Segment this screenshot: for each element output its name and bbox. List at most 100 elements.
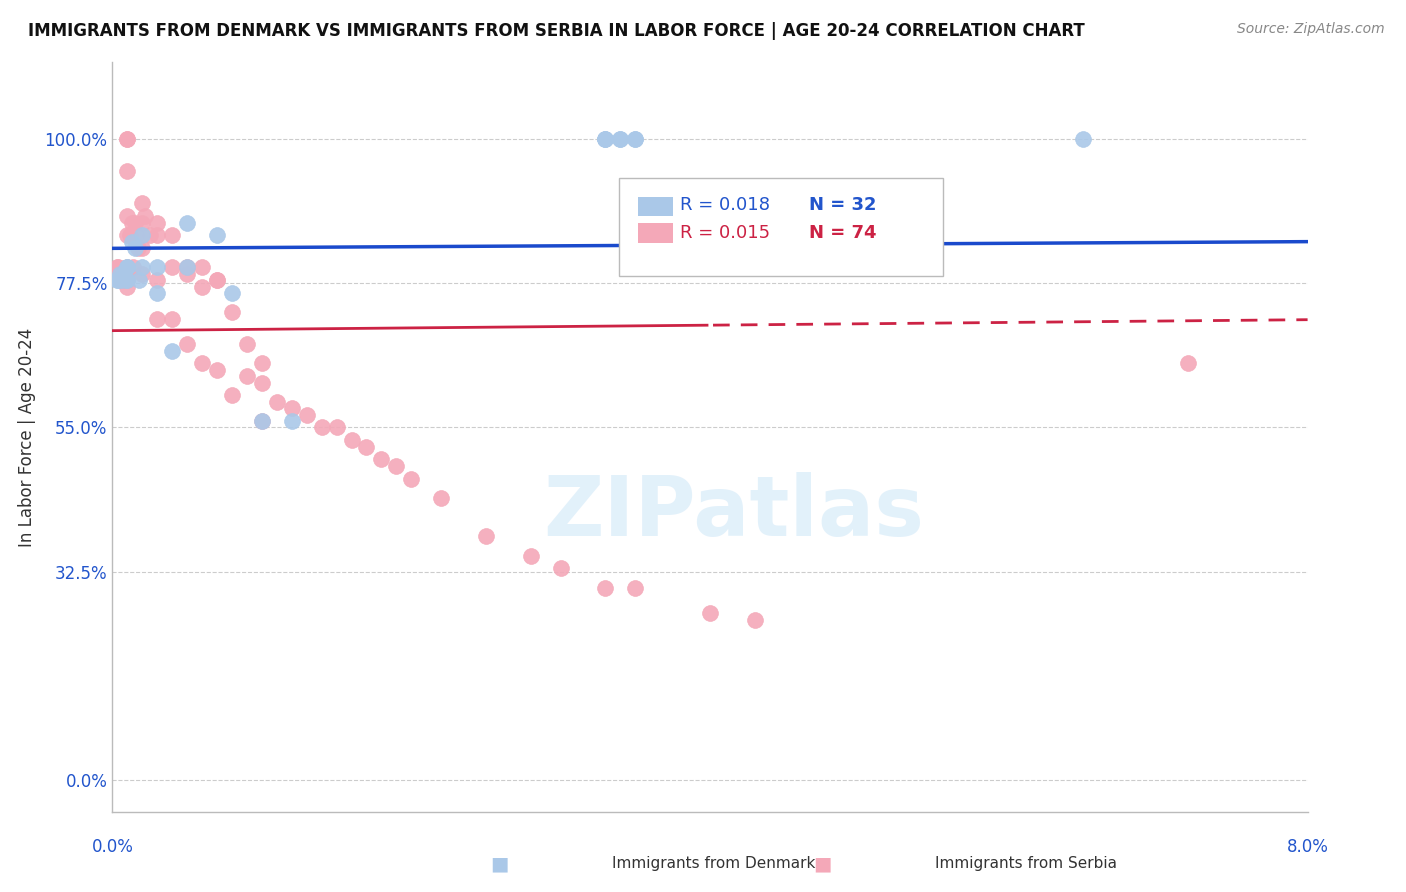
Point bbox=[162, 228, 183, 243]
Y-axis label: In Labor Force | Age 20-24: In Labor Force | Age 20-24 bbox=[18, 327, 37, 547]
Point bbox=[205, 273, 228, 287]
Point bbox=[595, 132, 617, 146]
Point bbox=[162, 260, 183, 275]
Point bbox=[120, 228, 142, 243]
Text: ■: ■ bbox=[813, 854, 832, 873]
Point bbox=[111, 273, 134, 287]
Point bbox=[281, 401, 304, 416]
Point bbox=[295, 408, 318, 422]
Point bbox=[250, 376, 273, 390]
Point bbox=[624, 132, 647, 146]
Point bbox=[115, 273, 138, 287]
Point bbox=[115, 273, 138, 287]
Point bbox=[105, 267, 128, 281]
Point bbox=[146, 311, 169, 326]
Point bbox=[205, 228, 228, 243]
Point bbox=[110, 273, 132, 287]
Point bbox=[127, 241, 149, 255]
Point bbox=[122, 260, 145, 275]
Point bbox=[105, 273, 128, 287]
Point bbox=[117, 260, 139, 275]
Point bbox=[117, 164, 139, 178]
Point bbox=[117, 132, 139, 146]
Point bbox=[107, 260, 129, 275]
Point bbox=[281, 414, 304, 428]
Point bbox=[311, 420, 333, 434]
Text: N = 74: N = 74 bbox=[810, 224, 877, 242]
Point bbox=[744, 613, 766, 627]
Point bbox=[117, 260, 139, 275]
Point bbox=[176, 215, 198, 229]
Point bbox=[111, 273, 134, 287]
Text: IMMIGRANTS FROM DENMARK VS IMMIGRANTS FROM SERBIA IN LABOR FORCE | AGE 20-24 COR: IMMIGRANTS FROM DENMARK VS IMMIGRANTS FR… bbox=[28, 22, 1085, 40]
Point bbox=[191, 260, 214, 275]
Point bbox=[176, 260, 198, 275]
Point bbox=[105, 260, 128, 275]
Point bbox=[108, 267, 131, 281]
Point bbox=[176, 267, 198, 281]
Point bbox=[111, 267, 134, 281]
Point bbox=[356, 440, 378, 454]
Point bbox=[131, 215, 153, 229]
Point bbox=[205, 273, 228, 287]
Point bbox=[104, 267, 127, 281]
Text: ZIPatlas: ZIPatlas bbox=[544, 472, 924, 552]
Text: ■: ■ bbox=[489, 854, 509, 873]
Text: Source: ZipAtlas.com: Source: ZipAtlas.com bbox=[1237, 22, 1385, 37]
Point bbox=[121, 235, 143, 249]
Point bbox=[205, 363, 228, 377]
Point bbox=[125, 228, 148, 243]
Point bbox=[191, 356, 214, 370]
Point bbox=[236, 337, 259, 351]
Point bbox=[191, 279, 214, 293]
Point bbox=[250, 356, 273, 370]
Point bbox=[117, 228, 139, 243]
Point bbox=[609, 132, 631, 146]
Text: R = 0.018: R = 0.018 bbox=[681, 195, 770, 213]
Point bbox=[117, 209, 139, 223]
Point bbox=[176, 337, 198, 351]
Point bbox=[117, 260, 139, 275]
Point bbox=[131, 228, 153, 243]
Point bbox=[107, 273, 129, 287]
Point bbox=[117, 273, 139, 287]
Point bbox=[1073, 132, 1095, 146]
Point bbox=[117, 279, 139, 293]
Point bbox=[430, 491, 453, 505]
Point bbox=[121, 215, 143, 229]
Point bbox=[624, 132, 647, 146]
Point bbox=[236, 369, 259, 384]
Point bbox=[595, 132, 617, 146]
Point bbox=[401, 472, 423, 486]
Point bbox=[134, 209, 156, 223]
Point bbox=[139, 228, 162, 243]
Point bbox=[370, 452, 392, 467]
Point bbox=[340, 434, 363, 448]
Point bbox=[117, 267, 139, 281]
Point bbox=[108, 273, 131, 287]
Point bbox=[124, 241, 146, 255]
Point bbox=[131, 241, 153, 255]
Text: 0.0%: 0.0% bbox=[91, 838, 134, 855]
Point bbox=[146, 215, 169, 229]
Point bbox=[146, 273, 169, 287]
Point bbox=[131, 260, 153, 275]
Point bbox=[117, 273, 139, 287]
Point bbox=[699, 606, 721, 620]
Point bbox=[162, 343, 183, 358]
Text: Immigrants from Serbia: Immigrants from Serbia bbox=[935, 856, 1116, 871]
Point bbox=[325, 420, 347, 434]
Text: Immigrants from Denmark: Immigrants from Denmark bbox=[612, 856, 815, 871]
Point bbox=[146, 285, 169, 300]
Point bbox=[114, 267, 135, 281]
Point bbox=[266, 395, 288, 409]
Point bbox=[550, 561, 572, 575]
Point bbox=[1177, 356, 1199, 370]
Point bbox=[124, 215, 146, 229]
Point bbox=[221, 388, 243, 402]
Point bbox=[250, 414, 273, 428]
Point bbox=[131, 267, 153, 281]
Point bbox=[221, 305, 243, 319]
Point bbox=[110, 273, 132, 287]
Point bbox=[385, 458, 408, 473]
